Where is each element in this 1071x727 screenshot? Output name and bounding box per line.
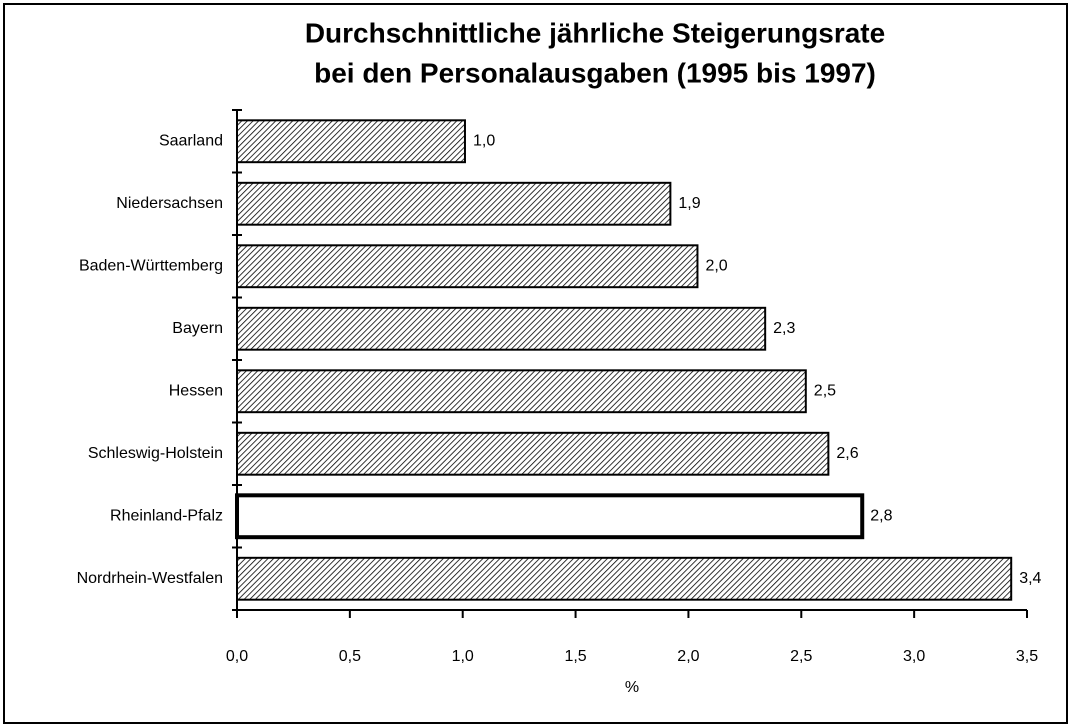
y-tick-label: Baden-Württemberg xyxy=(79,257,223,274)
data-label: 2,8 xyxy=(870,507,892,524)
data-label: 1,9 xyxy=(678,195,700,212)
y-tick-label: Nordrhein-Westfalen xyxy=(77,570,223,587)
data-label: 3,4 xyxy=(1019,570,1041,587)
y-tick-label: Hessen xyxy=(169,382,223,399)
bar xyxy=(236,431,830,476)
data-label: 2,3 xyxy=(773,320,795,337)
x-tick-label: 1,5 xyxy=(564,648,586,665)
data-label: 2,0 xyxy=(705,257,727,274)
x-axis-label: % xyxy=(625,679,639,696)
data-label: 1,0 xyxy=(473,132,495,149)
x-tick-label: 2,5 xyxy=(790,648,812,665)
y-tick-label: Bayern xyxy=(172,320,223,337)
bar xyxy=(236,369,807,414)
chart-title: Durchschnittliche jährliche Steigerungsr… xyxy=(305,17,885,48)
x-tick-label: 0,0 xyxy=(226,648,248,665)
chart-title: bei den Personalausgaben (1995 bis 1997) xyxy=(314,57,876,88)
y-tick-label: Schleswig-Holstein xyxy=(88,445,223,462)
x-tick-label: 0,5 xyxy=(339,648,361,665)
x-tick-label: 3,5 xyxy=(1016,648,1038,665)
data-label: 2,6 xyxy=(836,445,858,462)
y-tick-label: Niedersachsen xyxy=(116,195,223,212)
y-tick-label: Saarland xyxy=(159,132,223,149)
bar xyxy=(236,556,1013,601)
x-tick-label: 1,0 xyxy=(452,648,474,665)
bar xyxy=(235,493,865,540)
data-label: 2,5 xyxy=(814,382,836,399)
bar xyxy=(236,119,466,164)
bar xyxy=(236,181,672,226)
x-tick-label: 2,0 xyxy=(677,648,699,665)
x-tick-label: 3,0 xyxy=(903,648,925,665)
bar xyxy=(236,244,699,289)
y-tick-label: Rheinland-Pfalz xyxy=(110,507,223,524)
frame xyxy=(3,3,1068,724)
bar xyxy=(236,306,767,351)
